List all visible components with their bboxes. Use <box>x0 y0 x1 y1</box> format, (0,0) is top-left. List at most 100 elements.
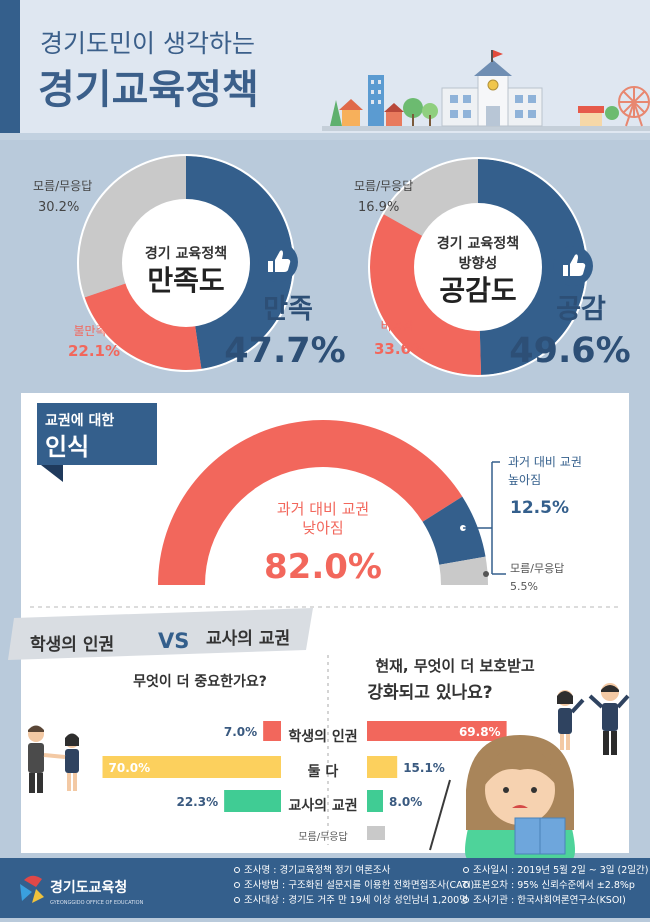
footer-survey-info-right: 조사일시 : 2019년 5월 2일 ~ 3일 (2일간) 표본오차 : 95% … <box>463 864 648 906</box>
left-bar-label-1: 70.0% <box>109 761 151 775</box>
authority-unknown-marker <box>483 571 489 577</box>
left-bar-label-2: 22.3% <box>176 795 218 809</box>
consensus-no-value: 33.6% <box>374 340 426 358</box>
consensus-donut: 경기 교육정책 방향성 공감도 공감 49.6% 비공감 33.6% 모름/무응… <box>354 157 631 377</box>
header-accent-bar <box>0 0 20 133</box>
teacher-authority-title-badge: 교권에 대한 인식 <box>37 403 157 482</box>
header-title-line2: 경기교육정책 <box>38 67 259 113</box>
consensus-yes-label: 공감 <box>556 294 606 325</box>
footer-left-line-1: 조사방법 : 구조화된 설문지를 이용한 전화면접조사(CATI) <box>244 879 474 891</box>
consensus-no-label: 비공감 <box>380 319 413 333</box>
footer-right-bullet-2 <box>463 897 469 903</box>
consensus-center-line2: 방향성 <box>459 255 498 272</box>
left-bar-2 <box>224 790 281 812</box>
left-bar-0 <box>263 721 281 741</box>
authority-lower-label-line1: 과거 대비 교권 <box>277 500 369 518</box>
footer-right-bullet-0 <box>463 867 469 873</box>
header-title-line1: 경기도민이 생각하는 <box>40 29 255 58</box>
consensus-donut-hole <box>414 203 542 331</box>
teacher-authority-section: 교권에 대한 인식 과거 대비 교권 낮아짐 82.0% 과거 대비 교권 높아… <box>37 403 582 593</box>
banner-vs: VS <box>158 629 189 653</box>
right-bar-1 <box>367 756 398 778</box>
category-both: 둘 다 <box>308 764 339 780</box>
authority-lower-value: 82.0% <box>264 547 382 587</box>
satisfaction-center-line2: 만족도 <box>147 264 224 297</box>
authority-higher-value: 12.5% <box>510 498 569 518</box>
header: 경기도민이 생각하는 경기교육정책 <box>0 0 650 140</box>
rights-bars: 7.0% 70.0% 22.3% 69.8% 15.1% 8.0% <box>102 721 507 840</box>
footer-right-line-0: 조사일시 : 2019년 5월 2일 ~ 3일 (2일간) <box>473 864 648 876</box>
authority-slice-0 <box>158 420 463 585</box>
satisfaction-slice-2 <box>78 156 186 298</box>
logo-subtitle: GYEONGGIDO OFFICE OF EDUCATION <box>50 900 144 906</box>
satisfaction-donut-hole <box>122 199 250 327</box>
town-skyline-illustration <box>322 50 650 131</box>
right-bar-2 <box>367 790 383 812</box>
footer-right-bullet-1 <box>463 882 469 888</box>
satisfaction-no-value: 22.1% <box>68 342 120 360</box>
category-teacher-rights: 교사의 교권 <box>288 797 357 814</box>
donut-section: 경기 교육정책 만족도 만족 47.7% 불만족 22.1% 모름/무응답 30… <box>33 154 631 377</box>
satisfaction-yes-value: 47.7% <box>224 331 345 371</box>
satisfaction-slice-1 <box>84 282 202 370</box>
footer-left-bullet-1 <box>234 882 240 888</box>
rights-comparison-section: 학생의 인권 VS 교사의 교권 무엇이 더 중요한가요? 현재, 무엇이 더 … <box>8 608 630 860</box>
footer-left-bullet-0 <box>234 867 240 873</box>
category-student-rights: 학생의 인권 <box>288 728 357 745</box>
rights-banner: 학생의 인권 VS 교사의 교권 <box>8 608 313 660</box>
right-bar-label-2: 8.0% <box>389 795 422 809</box>
right-question-line2: 강화되고 있나요? <box>367 683 492 703</box>
authority-slice-2 <box>439 556 488 585</box>
consensus-yes-value: 49.6% <box>509 331 630 371</box>
authority-unknown-value: 5.5% <box>510 580 538 593</box>
teacher-authority-title-line2: 인식 <box>45 433 89 461</box>
footer: 경기도교육청 GYEONGGIDO OFFICE OF EDUCATION 조사… <box>0 858 650 918</box>
teacher-authority-semicircle <box>158 420 492 585</box>
authority-higher-label-line2: 높아짐 <box>508 473 541 487</box>
logo-name: 경기도교육청 <box>50 879 127 896</box>
consensus-unknown-value: 16.9% <box>358 200 399 215</box>
footer-background <box>0 858 650 918</box>
consensus-unknown-label: 모름/무응답 <box>354 179 413 193</box>
right-bar-3 <box>367 826 385 840</box>
handshake-people-illustration <box>28 725 79 793</box>
gyeonggi-education-logo: 경기도교육청 GYEONGGIDO OFFICE OF EDUCATION <box>20 875 144 906</box>
right-bar-label-0: 69.8% <box>459 725 501 739</box>
right-question-line1: 현재, 무엇이 더 보호받고 <box>375 657 535 675</box>
thumbs-up-icon <box>258 242 298 282</box>
left-bar-label-0: 7.0% <box>224 725 257 739</box>
teacher-authority-title-line1: 교권에 대한 <box>45 413 114 429</box>
left-bar-1 <box>102 756 281 778</box>
satisfaction-yes-label: 만족 <box>263 294 313 325</box>
satisfaction-center-line1: 경기 교육정책 <box>145 245 227 262</box>
category-unknown: 모름/무응답 <box>298 831 347 843</box>
satisfaction-unknown-label: 모름/무응답 <box>33 179 92 193</box>
satisfaction-unknown-value: 30.2% <box>38 200 79 215</box>
footer-left-bullet-2 <box>234 897 240 903</box>
banner-student-rights: 학생의 인권 <box>30 635 114 655</box>
header-divider <box>0 133 650 140</box>
footer-left-line-0: 조사명 : 경기교육정책 정기 여론조사 <box>244 864 391 876</box>
satisfaction-donut: 경기 교육정책 만족도 만족 47.7% 불만족 22.1% 모름/무응답 30… <box>33 154 346 372</box>
footer-right-line-2: 조사기관 : 한국사회여론연구소(KSOI) <box>473 894 626 906</box>
authority-higher-label-line1: 과거 대비 교권 <box>508 455 582 469</box>
banner-teacher-rights: 교사의 교권 <box>206 629 290 649</box>
authority-unknown-label: 모름/무응답 <box>510 562 564 575</box>
consensus-center-line3: 공감도 <box>439 274 516 307</box>
right-bar-label-1: 15.1% <box>403 761 445 775</box>
teacher-illustration <box>429 735 575 860</box>
consensus-slice-2 <box>383 159 478 238</box>
left-question: 무엇이 더 중요한가요? <box>133 673 267 690</box>
consensus-slice-1 <box>369 214 482 375</box>
footer-right-line-1: 표본오차 : 95% 신뢰수준에서 ±2.8%p <box>473 879 635 891</box>
right-bar-0 <box>367 721 507 741</box>
consensus-center-line1: 경기 교육정책 <box>437 235 519 252</box>
satisfaction-no-label: 불만족 <box>73 324 106 338</box>
footer-left-line-2: 조사대상 : 경기도 거주 만 19세 이상 성인남녀 1,200명 <box>244 894 468 906</box>
authority-slice-1 <box>422 496 486 565</box>
thumbs-up-icon <box>553 246 593 286</box>
authority-lower-label-line2: 낮아짐 <box>302 519 343 537</box>
